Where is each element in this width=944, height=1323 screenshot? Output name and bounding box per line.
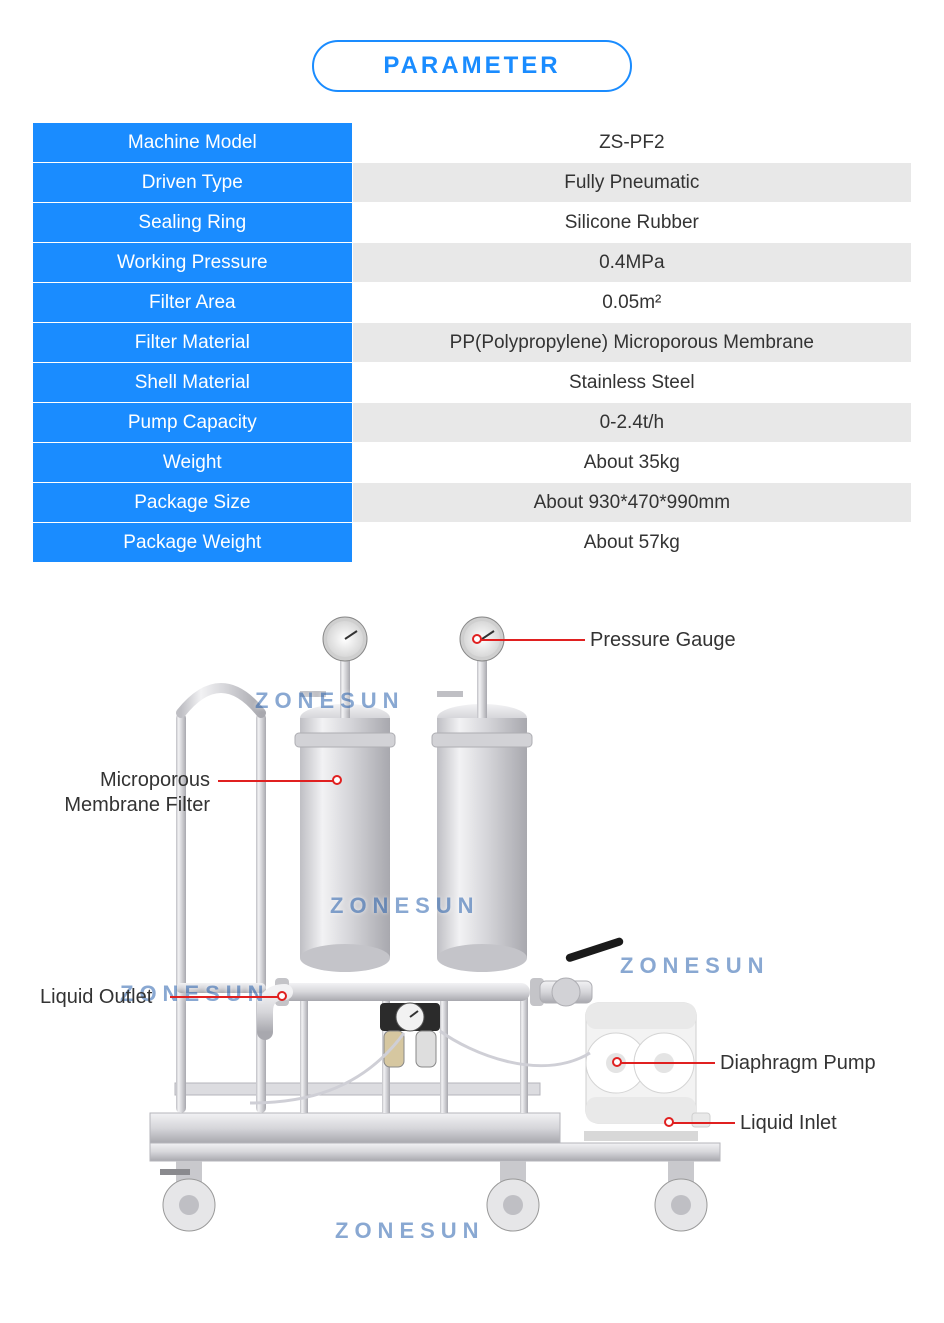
filter-left (295, 617, 395, 972)
spec-value: About 35kg (352, 443, 911, 483)
spec-value: Stainless Steel (352, 363, 911, 403)
caster-front-left (160, 1161, 215, 1231)
spec-value: Silicone Rubber (352, 203, 911, 243)
spec-key: Weight (33, 443, 353, 483)
spec-value: About 57kg (352, 523, 911, 563)
table-row: Driven TypeFully Pneumatic (33, 163, 912, 203)
table-row: Pump Capacity0-2.4t/h (33, 403, 912, 443)
leader-line (218, 780, 335, 782)
spec-key: Working Pressure (33, 243, 353, 283)
leader-line (170, 996, 280, 998)
spec-value: ZS-PF2 (352, 123, 911, 163)
machine-illustration (0, 583, 944, 1283)
spec-value: 0.05m² (352, 283, 911, 323)
air-regulator (380, 1003, 440, 1067)
leader-dot (332, 775, 342, 785)
spec-key: Driven Type (33, 163, 353, 203)
spec-key: Package Weight (33, 523, 353, 563)
table-row: Package SizeAbout 930*470*990mm (33, 483, 912, 523)
leader-line (672, 1122, 735, 1124)
leader-dot (277, 991, 287, 1001)
table-row: Working Pressure0.4MPa (33, 243, 912, 283)
table-row: Package WeightAbout 57kg (33, 523, 912, 563)
spec-value: 0.4MPa (352, 243, 911, 283)
table-row: Filter Area0.05m² (33, 283, 912, 323)
push-handle (176, 688, 266, 1113)
parameter-header-text: PARAMETER (383, 52, 560, 80)
spec-key: Pump Capacity (33, 403, 353, 443)
leader-dot (612, 1057, 622, 1067)
leader-line (480, 639, 585, 641)
table-row: Filter MaterialPP(Polypropylene) Micropo… (33, 323, 912, 363)
table-row: WeightAbout 35kg (33, 443, 912, 483)
spec-key: Machine Model (33, 123, 353, 163)
callout-membrane-filter: MicroporousMembrane Filter (30, 768, 210, 818)
spec-key: Sealing Ring (33, 203, 353, 243)
spec-value: PP(Polypropylene) Microporous Membrane (352, 323, 911, 363)
table-row: Machine ModelZS-PF2 (33, 123, 912, 163)
spec-value: About 930*470*990mm (352, 483, 911, 523)
callout-liquid-inlet: Liquid Inlet (740, 1111, 837, 1136)
table-row: Sealing RingSilicone Rubber (33, 203, 912, 243)
spec-key: Filter Area (33, 283, 353, 323)
spec-value: Fully Pneumatic (352, 163, 911, 203)
spec-table: Machine ModelZS-PF2Driven TypeFully Pneu… (32, 122, 912, 563)
leader-dot (664, 1117, 674, 1127)
spec-key: Filter Material (33, 323, 353, 363)
leader-line (620, 1062, 715, 1064)
spec-value: 0-2.4t/h (352, 403, 911, 443)
product-diagram: ZONESUNZONESUNZONESUNZONESUNZONESUN Pres… (0, 583, 944, 1283)
caster-back-right (655, 1161, 707, 1231)
table-row: Shell MaterialStainless Steel (33, 363, 912, 403)
valve (540, 937, 624, 1006)
parameter-header: PARAMETER (312, 40, 632, 92)
diaphragm-pump (584, 1003, 710, 1141)
callout-pressure-gauge: Pressure Gauge (590, 628, 736, 653)
leader-dot (472, 634, 482, 644)
spec-key: Shell Material (33, 363, 353, 403)
filter-right (432, 617, 532, 972)
callout-liquid-outlet: Liquid Outlet (40, 985, 152, 1010)
caster-front-right (487, 1161, 539, 1231)
spec-key: Package Size (33, 483, 353, 523)
callout-diaphragm-pump: Diaphragm Pump (720, 1051, 876, 1076)
